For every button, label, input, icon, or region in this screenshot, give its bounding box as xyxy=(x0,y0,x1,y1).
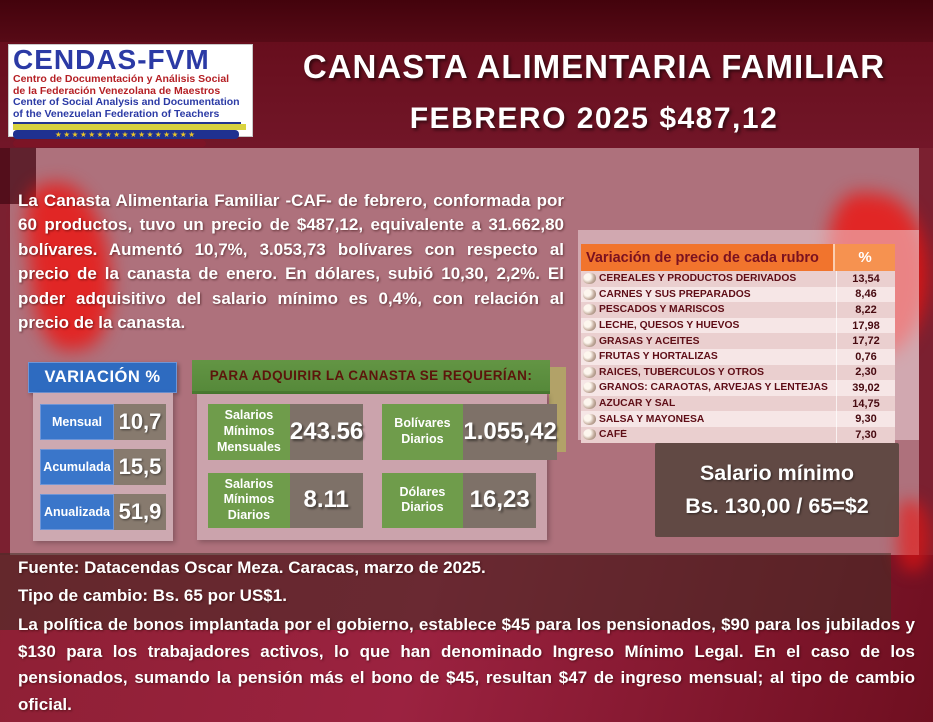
variation-label: Acumulada xyxy=(40,449,114,485)
requirement-item: Dólares Diarios 16,23 xyxy=(381,472,536,528)
requirements-panel: Salarios Mínimos Mensuales 243.56 Bolíva… xyxy=(197,394,557,540)
venezuela-flag-strip: ★★★★★★★★★★★★★★★★★ xyxy=(13,122,248,148)
logo-line-en-2: of the Venezuelan Federation of Teachers xyxy=(13,107,220,120)
cendas-fvm-logo: CENDAS-FVM Centro de Documentación y Aná… xyxy=(8,44,253,148)
sugar-icon xyxy=(583,398,596,410)
table-row: CEREALES Y PRODUCTOS DERIVADOS 13,54 xyxy=(581,271,895,287)
logo-line-es-2: de la Federación Venezolana de Maestros xyxy=(13,84,221,97)
rubro-label: RAÍCES, TUBÉRCULOS Y OTROS xyxy=(599,366,764,378)
variation-row: Anualizada 51,9 xyxy=(40,494,166,530)
rubros-header-percent: % xyxy=(833,244,895,271)
rubro-value: 17,98 xyxy=(836,317,895,334)
rubros-rows: CEREALES Y PRODUCTOS DERIVADOS 13,54 CAR… xyxy=(581,271,895,443)
footer-note: La política de bonos implantada por el g… xyxy=(18,615,915,714)
rubro-label: LECHE, QUESOS Y HUEVOS xyxy=(599,320,740,332)
rubros-header-label: Variación de precio de cada rubro xyxy=(581,244,833,271)
min-wage-box: Salario mínimo Bs. 130,00 / 65=$2 xyxy=(655,443,899,537)
rubro-label: AZÚCAR Y SAL xyxy=(599,398,676,410)
requirement-label: Bolívares Diarios xyxy=(381,404,464,460)
rubro-value: 8,22 xyxy=(836,302,895,318)
rubro-label: GRASAS Y ACEITES xyxy=(599,335,700,347)
sauce-icon xyxy=(583,413,596,425)
coffee-icon xyxy=(583,429,596,441)
requirement-value: 8.11 xyxy=(289,472,363,528)
rubro-value: 2,30 xyxy=(836,364,895,381)
requirement-item: Salarios Mínimos Mensuales 243.56 xyxy=(208,404,364,460)
rubro-value: 7,30 xyxy=(836,426,895,443)
footer-overlay xyxy=(0,553,891,630)
variation-value: 51,9 xyxy=(114,494,166,530)
flag-stars-stripe: ★★★★★★★★★★★★★★★★★ xyxy=(13,130,239,140)
red-blob-bottom-right xyxy=(897,500,931,572)
meat-icon xyxy=(583,288,596,300)
table-row: GRASAS Y ACEITES 17,72 xyxy=(581,333,895,349)
variation-row: Mensual 10,7 xyxy=(40,404,166,440)
requirement-item: Bolívares Diarios 1.055,42 xyxy=(381,404,557,460)
table-row: LECHE, QUESOS Y HUEVOS 17,98 xyxy=(581,317,895,334)
variation-label: Anualizada xyxy=(40,494,114,530)
rubro-value: 39,02 xyxy=(836,380,895,396)
rubro-value: 0,76 xyxy=(836,348,895,365)
bread-icon xyxy=(583,273,596,285)
rubro-value: 14,75 xyxy=(836,395,895,412)
table-row: FRUTAS Y HORTALIZAS 0,76 xyxy=(581,348,895,365)
rubro-label: CEREALES Y PRODUCTOS DERIVADOS xyxy=(599,273,797,285)
min-wage-amount: Bs. 130,00 / 65=$2 xyxy=(685,494,869,518)
logo-line-en-1: Center of Social Analysis and Documentat… xyxy=(13,96,240,109)
variation-row: Acumulada 15,5 xyxy=(40,449,166,485)
rubro-label: PESCADOS Y MARISCOS xyxy=(599,304,725,316)
fish-icon xyxy=(583,304,596,316)
rubro-label: CARNES Y SUS PREPARADOS xyxy=(599,288,751,300)
table-row: GRANOS: CARAOTAS, ARVEJAS Y LENTEJAS 39,… xyxy=(581,380,895,396)
requirements-header: PARA ADQUIRIR LA CANASTA SE REQUERÍAN: xyxy=(192,360,550,394)
flag-blue-line xyxy=(13,122,241,125)
requirement-label: Salarios Mínimos Mensuales xyxy=(208,404,290,460)
rubro-label: CAFÉ xyxy=(599,429,628,441)
flag-yellow-stripe xyxy=(13,124,246,131)
grains-icon xyxy=(583,382,596,394)
summary-paragraph: La Canasta Alimentaria Familiar -CAF- de… xyxy=(18,191,564,333)
logo-acronym: CENDAS-FVM xyxy=(13,44,210,75)
requirement-value: 16,23 xyxy=(463,472,536,528)
oils-icon xyxy=(583,335,596,347)
footer-exchange-rate: Tipo de cambio: Bs. 65 por US$1. xyxy=(18,586,287,605)
table-row: AZÚCAR Y SAL 14,75 xyxy=(581,395,895,412)
requirement-label: Dólares Diarios xyxy=(381,472,464,528)
variation-value: 10,7 xyxy=(114,404,166,440)
table-row: SALSA Y MAYONESA 9,30 xyxy=(581,411,895,427)
variation-label: Mensual xyxy=(40,404,114,440)
logo-line-es-1: Centro de Documentación y Análisis Socia… xyxy=(13,73,230,85)
fruits-icon xyxy=(583,351,596,363)
rubro-label: SALSA Y MAYONESA xyxy=(599,413,705,425)
rubros-table-header: Variación de precio de cada rubro % xyxy=(581,244,895,271)
rubro-value: 9,30 xyxy=(836,411,895,427)
roots-icon xyxy=(583,366,596,378)
requirement-value: 243.56 xyxy=(289,404,364,460)
dairy-icon xyxy=(583,320,596,332)
rubro-label: FRUTAS Y HORTALIZAS xyxy=(599,351,718,363)
requirement-value: 1.055,42 xyxy=(463,404,557,460)
top-band xyxy=(0,0,933,42)
table-row: PESCADOS Y MARISCOS 8,22 xyxy=(581,302,895,318)
rubro-label: GRANOS: CARAOTAS, ARVEJAS Y LENTEJAS xyxy=(599,382,828,394)
variation-value: 15,5 xyxy=(114,449,166,485)
flag-red-stripe xyxy=(13,140,206,148)
rubro-value: 13,54 xyxy=(836,271,895,287)
variation-panel: Mensual 10,7 Acumulada 15,5 Anualizada 5… xyxy=(33,393,173,541)
table-row: CARNES Y SUS PREPARADOS 8,46 xyxy=(581,286,895,303)
page-title: CANASTA ALIMENTARIA FAMILIAR xyxy=(302,48,886,85)
min-wage-title: Salario mínimo xyxy=(699,461,855,485)
requirement-label: Salarios Mínimos Diarios xyxy=(208,472,290,528)
rubros-table: Variación de precio de cada rubro % CERE… xyxy=(581,244,895,443)
variation-header: VARIACIÓN % xyxy=(28,362,177,393)
table-row: RAÍCES, TUBÉRCULOS Y OTROS 2,30 xyxy=(581,364,895,381)
requirement-item: Salarios Mínimos Diarios 8.11 xyxy=(208,472,363,528)
rubro-value: 17,72 xyxy=(836,333,895,349)
rubro-value: 8,46 xyxy=(836,286,895,303)
page-subtitle: FEBRERO 2025 $487,12 xyxy=(409,102,779,135)
footer-source: Fuente: Datacendas Oscar Meza. Caracas, … xyxy=(18,558,486,577)
table-row: CAFÉ 7,30 xyxy=(581,426,895,443)
